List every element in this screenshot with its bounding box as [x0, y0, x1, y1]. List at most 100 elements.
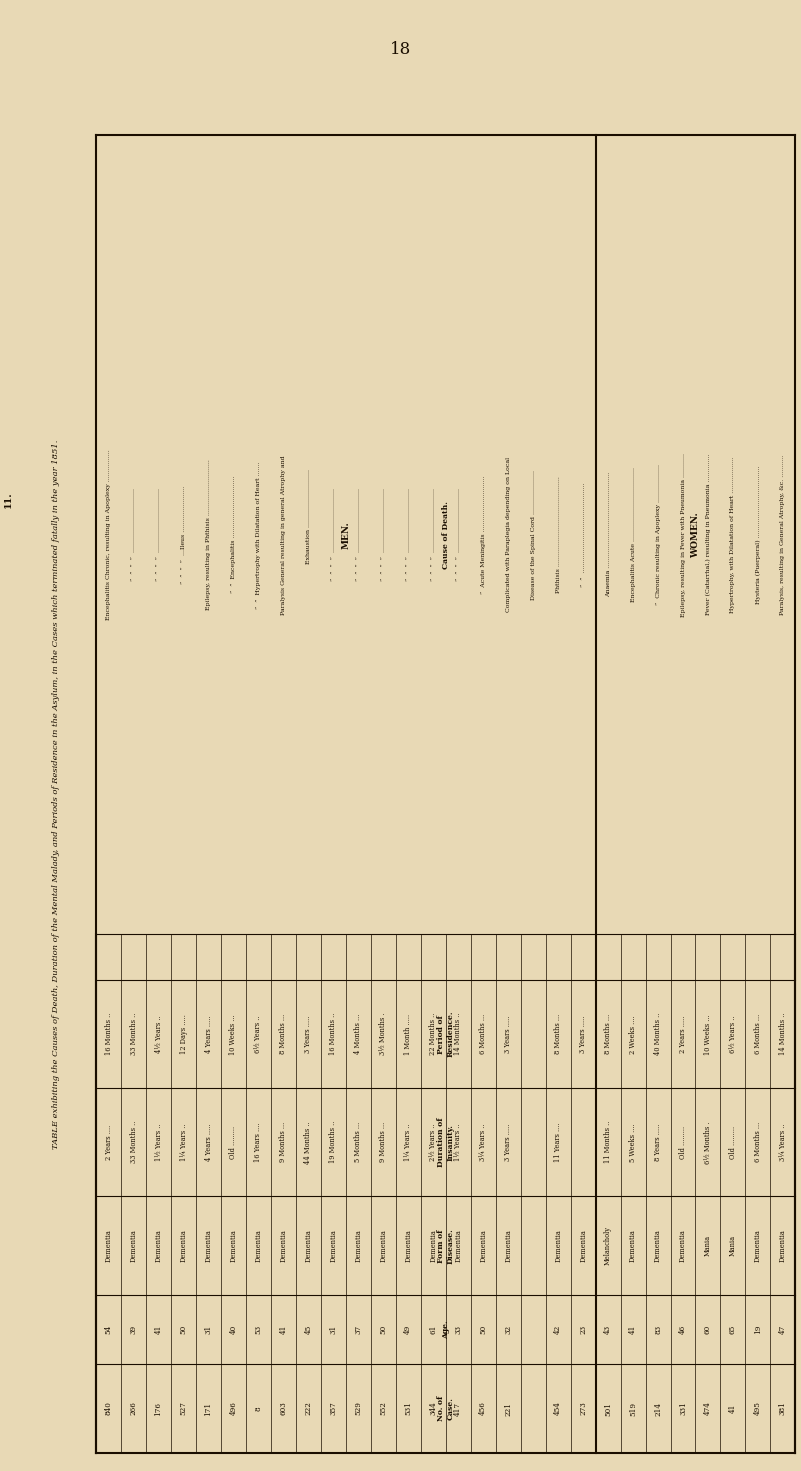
Text: 44 Months ..: 44 Months .. [304, 1121, 312, 1164]
Text: 4½ Years ..: 4½ Years .. [155, 1015, 163, 1053]
Text: ”  ”  ”  ”  ................................: ” ” ” ” ................................ [456, 488, 461, 581]
Text: Dementia: Dementia [405, 1230, 413, 1262]
Text: Encephalitis Chronic, resulting in Apoplexy ................: Encephalitis Chronic, resulting in Apopl… [106, 449, 111, 621]
Text: ”  ”  Encephalitis ...............................: ” ” Encephalitis .......................… [231, 477, 236, 593]
Text: 840: 840 [105, 1402, 113, 1415]
Text: Dementia: Dementia [380, 1230, 388, 1262]
Text: 47: 47 [779, 1325, 787, 1334]
Text: 83: 83 [654, 1325, 662, 1334]
Text: Paralysis General resulting in general Atrophy and: Paralysis General resulting in general A… [281, 455, 286, 615]
Text: Hysteria (Puerperal) ....................................: Hysteria (Puerperal) ...................… [755, 465, 761, 605]
Text: 474: 474 [704, 1402, 712, 1415]
Text: Dementia: Dementia [429, 1230, 437, 1262]
Text: 31: 31 [204, 1325, 212, 1334]
Text: 50: 50 [380, 1325, 388, 1334]
Text: 33: 33 [454, 1325, 462, 1334]
Text: Encephalitis Acute .....................................: Encephalitis Acute .....................… [630, 468, 635, 602]
Text: 6½ Months .: 6½ Months . [704, 1121, 712, 1164]
Text: 42: 42 [554, 1325, 562, 1334]
Text: 6 Months ...: 6 Months ... [754, 1014, 762, 1055]
Text: 8 Months ...: 8 Months ... [554, 1014, 562, 1055]
Text: 3 Years .....: 3 Years ..... [579, 1015, 587, 1053]
Text: Form of
Disease.: Form of Disease. [437, 1228, 454, 1264]
Text: Dementia: Dementia [779, 1230, 787, 1262]
Text: ”  ”  .............................................: ” ” ....................................… [581, 482, 586, 587]
Text: 454: 454 [554, 1402, 562, 1415]
Text: 41: 41 [280, 1325, 288, 1334]
Text: 5 Months ...: 5 Months ... [354, 1122, 362, 1162]
Text: 417: 417 [454, 1402, 462, 1415]
Text: Dementia: Dementia [554, 1230, 562, 1262]
Text: Dementia: Dementia [280, 1230, 288, 1262]
Text: Dementia: Dementia [155, 1230, 163, 1262]
Text: 4 Years .....: 4 Years ..... [204, 1015, 212, 1053]
Text: 40 Months ..: 40 Months .. [654, 1014, 662, 1055]
Text: 19 Months ..: 19 Months .. [329, 1121, 337, 1164]
Text: 3 Years .....: 3 Years ..... [504, 1124, 512, 1161]
Text: Epilepsy, resulting in Fever with Pneumonia ............: Epilepsy, resulting in Fever with Pneumo… [681, 453, 686, 616]
Text: Melancholy: Melancholy [604, 1227, 612, 1265]
Text: Mania: Mania [729, 1236, 737, 1256]
Text: Phthisis .............................................: Phthisis ...............................… [556, 477, 561, 593]
Text: 33 Months ..: 33 Months .. [130, 1014, 138, 1055]
Text: 552: 552 [380, 1402, 388, 1415]
Text: Disease of the Spinal Cord ......................: Disease of the Spinal Cord .............… [531, 469, 536, 600]
Text: 2 Weeks ....: 2 Weeks .... [629, 1015, 637, 1053]
Text: 16 Months ..: 16 Months .. [105, 1014, 113, 1055]
Text: Paralysis, resulting in General Atrophy, &c. ...........: Paralysis, resulting in General Atrophy,… [780, 455, 786, 615]
Text: Dementia: Dementia [130, 1230, 138, 1262]
Text: 4 Years .....: 4 Years ..... [204, 1124, 212, 1161]
Text: Fever (Catarrhal,) resulting in Pneumonia ..............: Fever (Catarrhal,) resulting in Pneumoni… [706, 455, 710, 615]
Text: 3¼ Years ..: 3¼ Years .. [479, 1124, 487, 1161]
Text: Dementia: Dementia [454, 1230, 462, 1262]
Text: Dementia: Dementia [754, 1230, 762, 1262]
Text: ”  ”  ”  ”  ................................: ” ” ” ” ................................ [406, 488, 411, 581]
Text: 331: 331 [679, 1402, 687, 1415]
Text: 266: 266 [130, 1402, 138, 1415]
Text: 18: 18 [390, 41, 411, 59]
Text: Dementia: Dementia [504, 1230, 512, 1262]
Text: 2½ Years ..: 2½ Years .. [429, 1124, 437, 1161]
Text: 9 Months ...: 9 Months ... [380, 1122, 388, 1162]
Text: 5 Weeks ....: 5 Weeks .... [629, 1122, 637, 1162]
Text: 1½ Years ..: 1½ Years .. [454, 1124, 462, 1161]
Text: ”  ”  ”  ”  ...Ileus .......................: ” ” ” ” ...Ileus ....................... [181, 485, 186, 584]
Text: Epilepsy, resulting in Phthisis ............................: Epilepsy, resulting in Phthisis ........… [206, 459, 211, 610]
Text: 1¼ Years ..: 1¼ Years .. [405, 1124, 413, 1161]
Text: 3 Years .....: 3 Years ..... [304, 1015, 312, 1053]
Text: 10 Weeks ...: 10 Weeks ... [704, 1014, 712, 1055]
Text: 60: 60 [704, 1325, 712, 1334]
Text: Dementia: Dementia [679, 1230, 687, 1262]
Text: 40: 40 [229, 1325, 237, 1334]
Text: Dementia: Dementia [579, 1230, 587, 1262]
Text: 49: 49 [405, 1325, 413, 1334]
Text: 6½ Years ..: 6½ Years .. [729, 1015, 737, 1053]
Text: 529: 529 [354, 1402, 362, 1415]
Text: 456: 456 [479, 1402, 487, 1415]
Text: 14 Months ..: 14 Months .. [454, 1014, 462, 1056]
Text: No. of
Case.: No. of Case. [437, 1396, 454, 1421]
Text: 214: 214 [654, 1402, 662, 1415]
Text: 12 Days .....: 12 Days ..... [179, 1015, 187, 1055]
Text: 33 Months ..: 33 Months .. [130, 1121, 138, 1164]
Text: Age.: Age. [442, 1319, 449, 1339]
Text: 176: 176 [155, 1402, 163, 1415]
Text: ”  ”  ”  ”  ................................: ” ” ” ” ................................ [356, 488, 360, 581]
Text: 32: 32 [504, 1325, 512, 1334]
Text: 3½ Months .: 3½ Months . [380, 1014, 388, 1056]
Text: 65: 65 [729, 1325, 737, 1334]
Text: 6½ Years ..: 6½ Years .. [255, 1015, 263, 1053]
Text: 8 Months ...: 8 Months ... [604, 1014, 612, 1055]
Text: 6 Months ...: 6 Months ... [479, 1014, 487, 1055]
Text: 527: 527 [179, 1402, 187, 1415]
Text: 11 Years ....: 11 Years .... [554, 1122, 562, 1162]
Text: Dementia: Dementia [204, 1230, 212, 1262]
Text: Dementia: Dementia [229, 1230, 237, 1262]
Text: ”  ”  Hypertrophy with Dilatation of Heart .......: ” ” Hypertrophy with Dilatation of Heart… [256, 460, 261, 609]
Text: 16 Months ..: 16 Months .. [329, 1014, 337, 1055]
Text: 1¼ Years ..: 1¼ Years .. [179, 1124, 187, 1161]
Text: Hypertrophy, with Dilatation of Heart ..................: Hypertrophy, with Dilatation of Heart ..… [731, 456, 735, 613]
Text: Anaemia ................................................: Anaemia ................................… [606, 472, 610, 597]
Text: Dementia: Dementia [654, 1230, 662, 1262]
Text: Dementia: Dementia [329, 1230, 337, 1262]
